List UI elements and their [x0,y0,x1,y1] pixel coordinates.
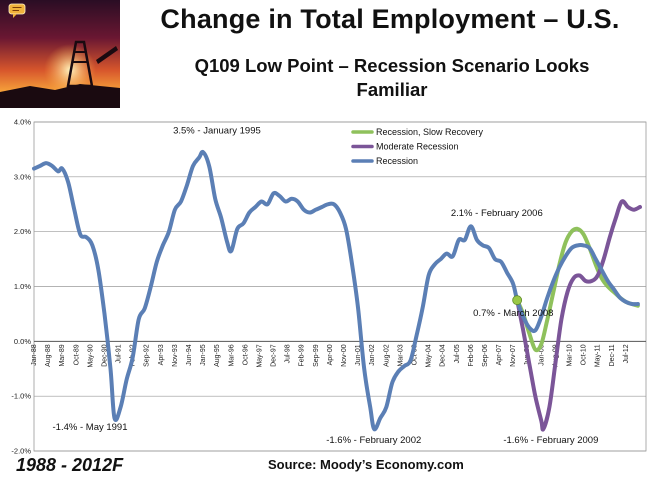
chart-legend: Recession, Slow Recovery Moderate Recessi… [351,127,484,166]
x-tick-label: Aug-02 [383,344,390,367]
x-tick-label: Jun-94 [186,344,193,366]
y-tick-label: 2.0% [14,227,31,236]
y-tick-label: -1.0% [11,392,31,401]
x-tick-label: Mar-96 [228,344,235,366]
x-tick-label: May-04 [426,344,433,367]
period-label: 1988 - 2012F [16,455,124,475]
moderate-recession-line [515,199,642,432]
source-note: Source: Moody’s Economy.com [268,457,464,472]
x-axis-labels: Jan-88 Aug-88 Mar-89 Oct-89 May-90 Dec-90 Jul-… [31,344,630,367]
x-tick-label: Jan-09 [538,344,545,366]
x-tick-label: Nov-07 [510,344,517,367]
x-tick-label: Oct-89 [73,344,80,365]
x-tick-label: Mar-89 [59,344,66,366]
y-tick-label: 3.0% [14,172,31,181]
subtitle-line-2: Familiar [356,79,428,100]
page-title: Change in Total Employment – U.S. [160,4,620,34]
x-tick-label: May-90 [87,344,94,367]
x-tick-label: Dec-97 [271,344,278,367]
x-tick-label: Mar-03 [397,344,404,366]
x-tick-label: Feb-06 [468,344,475,366]
annotation-label: 3.5% - January 1995 [173,125,261,136]
header-photo [0,0,120,108]
x-tick-label: May-97 [256,344,263,367]
march-2008-marker [512,295,523,306]
subtitle-line-1: Q109 Low Point – Recession Scenario Look… [194,55,590,76]
x-tick-label: Jan-95 [200,344,207,366]
x-tick-label: Dec-11 [609,344,616,366]
x-tick-label: Oct-96 [242,344,249,365]
x-tick-label: Sep-99 [313,344,320,367]
x-tick-label: Jan-02 [369,344,376,366]
x-tick-label: Apr-07 [496,344,503,365]
x-tick-label: Jun-01 [355,344,362,366]
x-tick-label: Sep-92 [144,344,151,367]
x-tick-label: Jul-05 [454,344,461,363]
series-lines [32,149,642,432]
annotation-label: -1.4% - May 1991 [53,422,128,433]
x-tick-label: Oct-10 [581,344,588,365]
x-tick-label: Jul-12 [623,344,630,363]
x-tick-label: Nov-93 [172,344,179,367]
y-tick-label: 1.0% [14,282,31,291]
x-tick-label: Apr-93 [158,344,165,365]
y-tick-label: -2.0% [11,447,31,456]
legend-label: Recession, Slow Recovery [376,127,484,137]
page-subtitle: Q109 Low Point – Recession Scenario Look… [132,54,652,102]
employment-line-chart: -2.0% -1.0% 0.0% 1.0% 2.0% 3.0% 4.0% Jan-88 Aug… [11,118,647,456]
x-tick-label: Feb-99 [299,344,306,366]
x-tick-label: May-11 [595,344,602,367]
chat-bubble-icon [8,3,26,18]
x-tick-label: Apr-00 [327,344,334,365]
x-tick-label: Mar-10 [567,344,574,366]
x-tick-label: Jan-88 [31,344,38,366]
x-tick-label: Jul-98 [285,344,292,363]
x-tick-label: Jul-91 [116,344,123,363]
x-tick-label: Dec-90 [101,344,108,367]
annotation-label: 2.1% - February 2006 [451,208,543,219]
y-tick-label: 0.0% [14,337,31,346]
x-tick-label: Oct-03 [411,344,418,365]
y-axis-labels: -2.0% -1.0% 0.0% 1.0% 2.0% 3.0% 4.0% [11,118,31,456]
x-tick-label: Nov-00 [341,344,348,367]
x-tick-label: Aug-95 [214,344,221,367]
legend-label: Recession [376,156,418,166]
x-tick-label: Sep-06 [482,344,489,367]
recession-line [32,149,640,432]
y-tick-label: 4.0% [14,118,31,127]
annotation-label: -1.6% - February 2002 [326,435,421,446]
annotations: 3.5% - January 1995 -1.4% - May 1991 2.1% … [53,125,599,446]
x-tick-label: Dec-04 [440,344,447,367]
legend-label: Moderate Recession [376,142,459,152]
x-tick-label: Aug-88 [45,344,52,367]
annotation-label: 0.7% - March 2008 [473,308,553,319]
annotation-label: -1.6% - February 2009 [503,435,598,446]
